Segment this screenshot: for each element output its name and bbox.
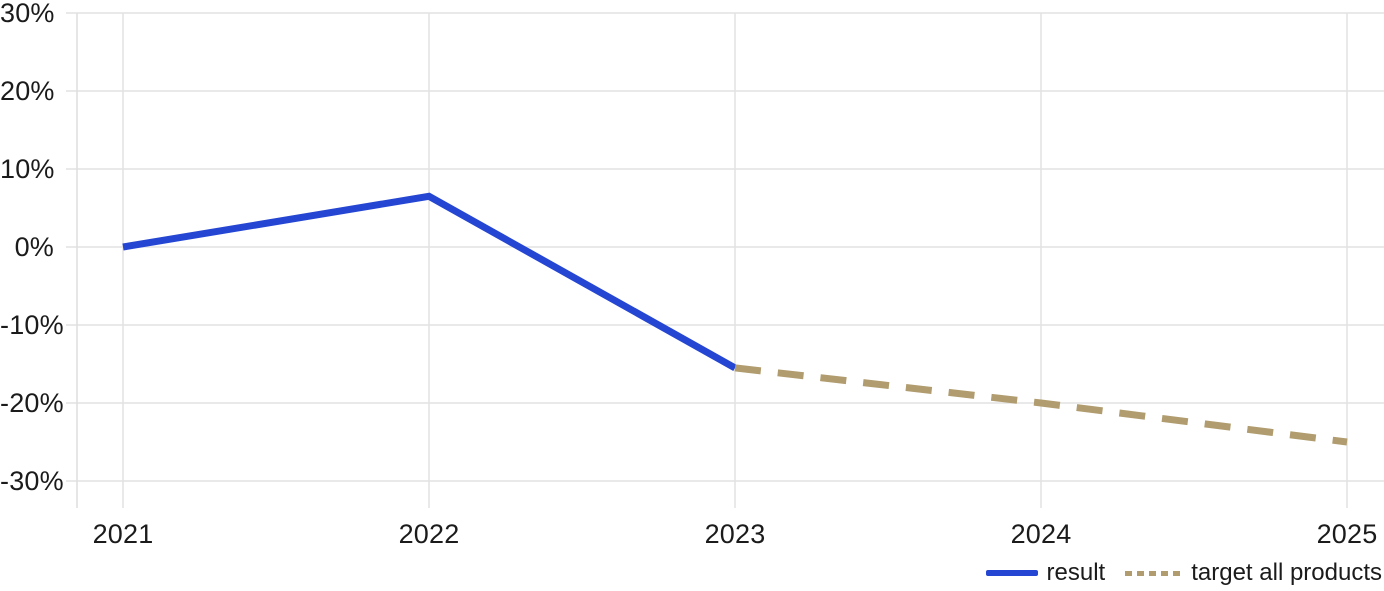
target-dotted-line-swatch bbox=[1125, 570, 1183, 576]
y-tick-label: -30% bbox=[0, 466, 64, 496]
x-tick-label: 2024 bbox=[1010, 519, 1072, 549]
y-tick-label: 0% bbox=[14, 232, 54, 262]
y-tick-label: -10% bbox=[0, 310, 64, 340]
y-tick-label: 30% bbox=[0, 0, 55, 28]
x-tick-label: 2022 bbox=[398, 519, 460, 549]
x-tick-label: 2021 bbox=[92, 519, 154, 549]
legend: result target all products bbox=[985, 559, 1382, 586]
x-tick-label: 2025 bbox=[1316, 519, 1378, 549]
legend-item-target: target all products bbox=[1125, 561, 1382, 585]
legend-label-result: result bbox=[1046, 559, 1106, 586]
series-line-result bbox=[122, 192, 737, 371]
y-tick-label: 10% bbox=[0, 154, 55, 184]
series-line-target bbox=[734, 364, 1348, 446]
legend-item-result: result bbox=[985, 559, 1106, 586]
y-tick-label: 20% bbox=[0, 76, 55, 106]
legend-label-target: target all products bbox=[1191, 559, 1382, 586]
x-tick-label: 2023 bbox=[704, 519, 766, 549]
result-line-swatch bbox=[985, 570, 1038, 576]
y-tick-label: -20% bbox=[0, 388, 64, 418]
